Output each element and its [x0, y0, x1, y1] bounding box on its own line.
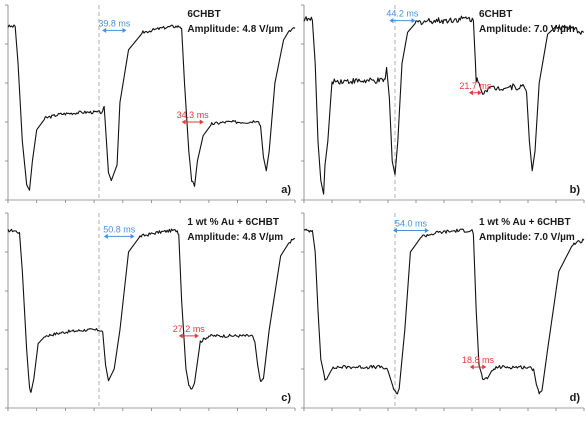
arrow-head-right	[122, 27, 127, 33]
panel-title: 6CHBT	[187, 9, 220, 20]
arrow-head-left	[393, 228, 398, 234]
arrow-head-right	[199, 119, 204, 125]
arrow-head-left	[469, 364, 474, 370]
arrow-head-left	[181, 119, 186, 125]
chart-panel-2: 44.2 ms 21.7 ms 6CHBT Amplitude: 7.0 V/µm b)	[301, 4, 585, 203]
panel-letter: b)	[570, 184, 581, 196]
time-annotation-label: 21.7 ms	[459, 81, 492, 91]
time-annotation-label: 18.8 ms	[462, 355, 495, 365]
panel-letter: a)	[281, 184, 291, 196]
chart-panel-1: 39.8 ms 34.3 ms 6CHBT Amplitude: 4.8 V/µm a)	[5, 4, 296, 203]
panel-subtitle: Amplitude: 7.0 V/µm	[479, 24, 575, 35]
panel-title: 6CHBT	[479, 9, 512, 20]
arrow-head-left	[103, 233, 108, 239]
chart-panel-3: 50.8 ms 27.2 ms 1 wt % Au + 6CHBT Amplitude…	[5, 212, 296, 411]
panel-subtitle: Amplitude: 4.8 V/µm	[187, 24, 283, 35]
panel-title: 1 wt % Au + 6CHBT	[479, 217, 571, 228]
arrow-head-right	[482, 364, 487, 370]
arrow-head-left	[468, 90, 473, 96]
panel-subtitle: Amplitude: 4.8 V/µm	[187, 232, 283, 243]
series-trace	[303, 228, 585, 395]
panel-subtitle: Amplitude: 7.0 V/µm	[479, 232, 575, 243]
arrow-head-left	[102, 27, 107, 33]
panel-letter: c)	[281, 392, 291, 404]
arrow-head-left	[389, 18, 394, 24]
time-annotation-label: 54.0 ms	[395, 219, 428, 229]
time-annotation-label: 34.3 ms	[177, 110, 210, 120]
chart-panel-4: 54.0 ms 18.8 ms 1 wt % Au + 6CHBT Amplitude…	[301, 212, 585, 411]
time-annotation-label: 27.2 ms	[173, 324, 206, 334]
arrow-head-right	[424, 228, 429, 234]
series-trace	[7, 24, 296, 191]
arrow-head-left	[178, 333, 183, 339]
arrow-head-right	[130, 233, 135, 239]
time-annotation-label: 39.8 ms	[98, 18, 131, 28]
arrow-head-right	[194, 333, 199, 339]
series-trace	[303, 15, 585, 195]
series-trace	[7, 228, 296, 393]
time-annotation-label: 50.8 ms	[103, 224, 136, 234]
arrow-head-right	[477, 90, 482, 96]
panel-letter: d)	[570, 392, 581, 404]
arrow-head-right	[411, 18, 416, 24]
panel-title: 1 wt % Au + 6CHBT	[187, 217, 279, 228]
time-annotation-label: 44.2 ms	[386, 9, 419, 19]
